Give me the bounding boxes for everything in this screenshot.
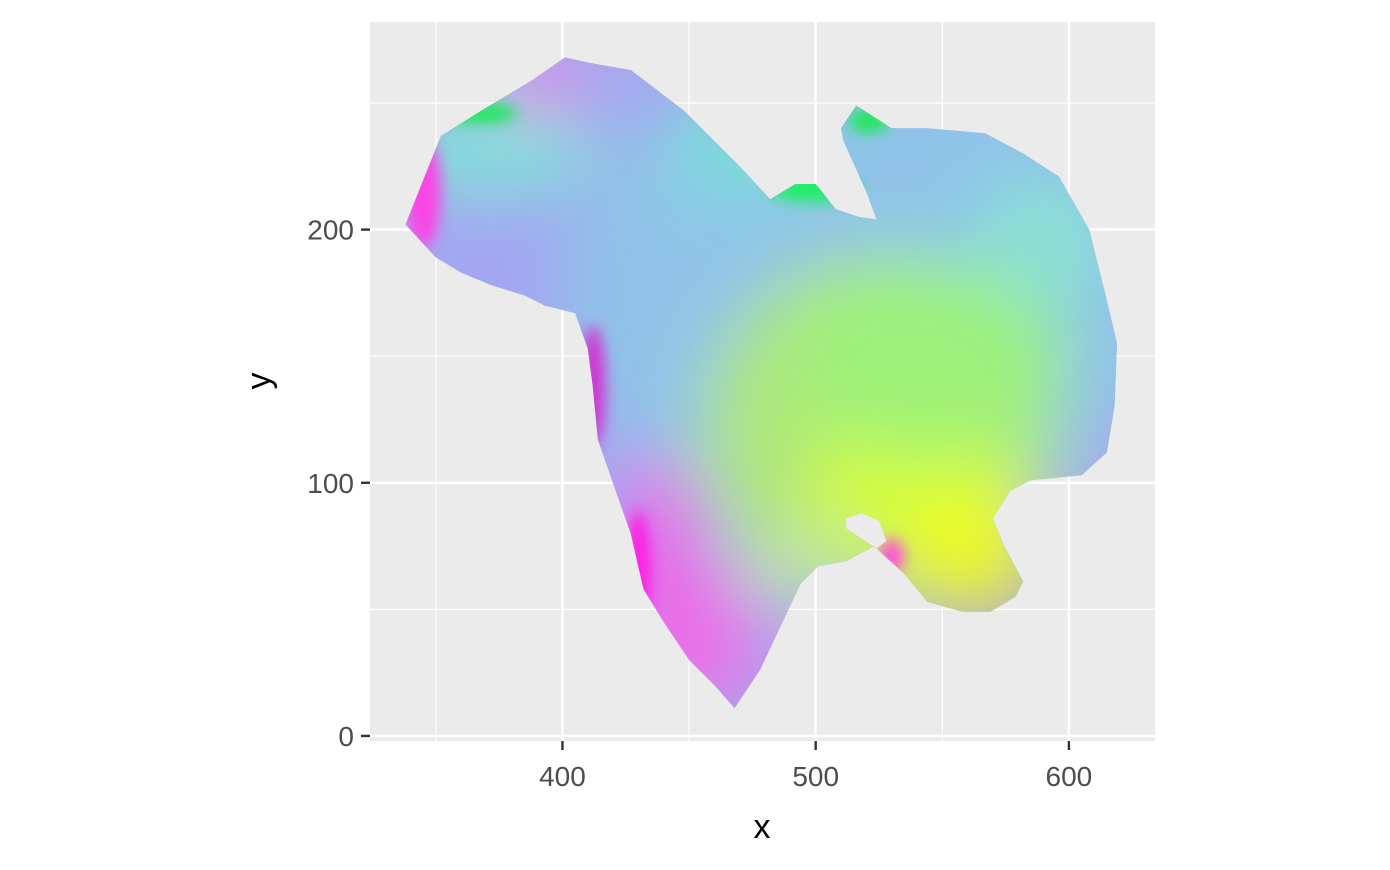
y-axis: 0 100 200 [307, 215, 370, 752]
x-axis-title: x [754, 808, 771, 846]
y-tick-label: 200 [307, 215, 354, 246]
x-axis: 400 500 600 [539, 741, 1092, 792]
color-zone [790, 259, 1069, 463]
y-tick-label: 0 [338, 721, 354, 752]
color-region [405, 57, 1117, 709]
color-zone [972, 178, 1105, 306]
region-color-zones [405, 57, 1117, 709]
y-tick-label: 100 [307, 468, 354, 499]
x-tick-label: 400 [539, 761, 586, 792]
x-tick-label: 500 [792, 761, 839, 792]
x-tick-label: 600 [1046, 761, 1093, 792]
y-axis-title: y [240, 373, 278, 390]
